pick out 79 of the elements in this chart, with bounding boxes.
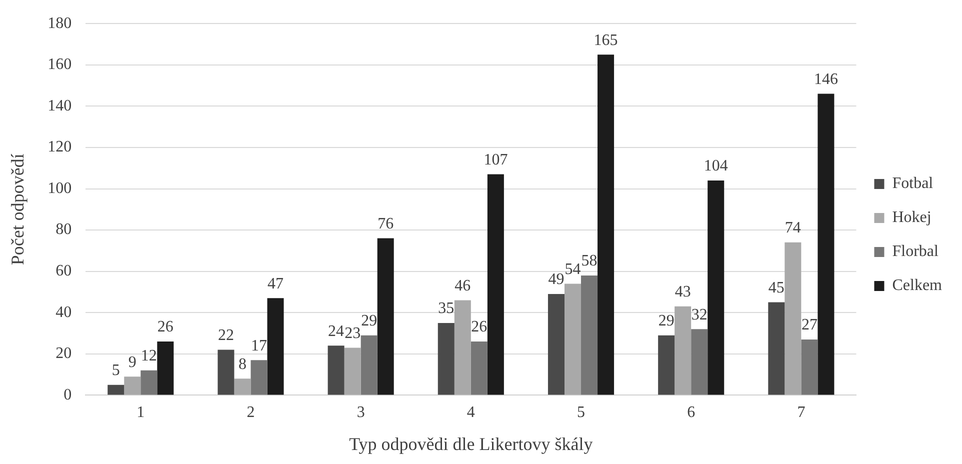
y-tick-label: 160 [48,56,72,74]
data-label: 29 [658,312,674,330]
bar [691,329,708,395]
x-tick-label: 3 [356,404,365,422]
bar [564,284,582,395]
legend-label: Fotbal [892,175,934,192]
y-tick-label: 20 [56,345,72,362]
bar [124,376,141,395]
bar [470,342,488,395]
data-label: 46 [454,277,471,294]
y-tick-label: 40 [56,304,72,321]
data-label: 17 [250,337,267,354]
bar [487,174,504,395]
bar [377,238,394,395]
bar [234,378,251,395]
data-label: 47 [268,275,284,292]
bar [768,302,785,395]
data-label: 26 [471,318,488,336]
y-tick-label: 60 [56,262,72,280]
data-label: 35 [438,300,454,318]
bar [140,370,158,395]
bar [784,242,802,395]
data-label: 76 [378,216,394,233]
legend-label: Hokej [892,209,932,226]
bar [250,360,268,395]
legend-label: Florbal [892,243,940,260]
x-axis-title: Typ odpovědi dle Likertovy škály [349,434,593,454]
x-tick-label: 1 [136,404,145,422]
bar [108,384,124,395]
data-label: 74 [784,220,801,237]
data-label: 43 [674,284,691,301]
x-tick-label: 5 [577,404,586,422]
data-label: 5 [112,362,120,380]
data-label: 8 [238,356,246,373]
data-label: 58 [581,252,598,270]
bar [581,275,598,395]
data-label: 29 [361,312,378,330]
legend-label: Celkem [892,277,943,294]
y-tick-label: 120 [48,138,72,156]
bar [801,339,818,395]
y-tick-label: 0 [64,386,72,404]
bar [598,54,614,395]
data-label: 165 [594,32,618,49]
bar [267,298,284,395]
data-label: 24 [328,322,344,340]
bar [708,180,724,395]
data-label: 54 [564,260,581,278]
data-label: 9 [128,354,136,371]
y-tick-label: 80 [56,221,72,238]
bar [454,300,471,395]
x-tick-label: 2 [246,404,255,422]
data-label: 26 [157,318,174,336]
x-tick-label: 4 [466,404,475,422]
y-tick-label: 140 [48,97,72,114]
data-label: 146 [814,70,838,88]
y-tick-label: 100 [48,180,72,197]
y-tick-label: 180 [48,14,72,32]
bar [344,348,361,395]
bar [218,350,234,395]
x-tick-label: 7 [797,404,806,422]
bar [658,335,675,395]
data-label: 104 [704,158,728,175]
data-label: 32 [691,306,708,324]
data-label: 12 [140,348,157,365]
bar [438,322,454,395]
bar [328,346,344,395]
y-axis-title: Počet odpovědí [8,154,28,266]
data-label: 107 [484,152,508,169]
bar [674,306,692,395]
data-label: 49 [548,271,564,288]
bar [818,94,834,395]
bar [360,335,378,395]
x-tick-label: 6 [687,404,696,422]
bar [157,342,174,395]
data-label: 22 [218,326,234,344]
bar [548,294,564,395]
data-label: 27 [801,316,818,334]
data-label: 23 [344,324,361,342]
data-label: 45 [768,280,784,297]
